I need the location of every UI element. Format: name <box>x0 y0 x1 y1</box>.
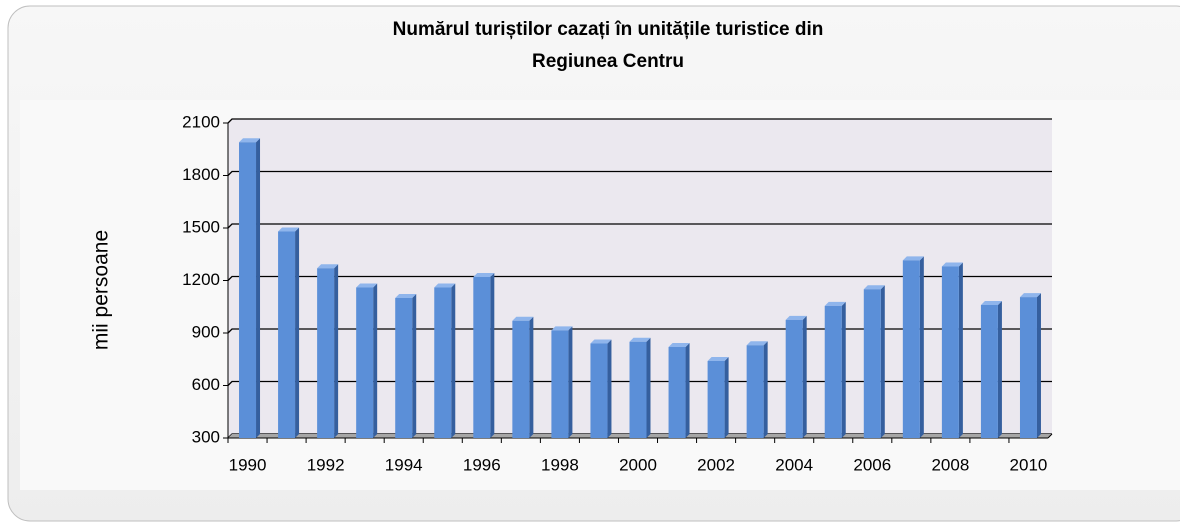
x-tick-label: 2004 <box>775 455 813 474</box>
y-tick-label: 300 <box>192 427 220 446</box>
x-tick-label: 1994 <box>385 455 423 474</box>
x-tick-label: 2006 <box>853 455 891 474</box>
bar-side <box>724 357 729 438</box>
bar-side <box>763 341 768 438</box>
bar <box>1019 297 1037 438</box>
plot-wall <box>228 119 1052 438</box>
bar <box>980 305 998 438</box>
bar-side <box>958 262 963 438</box>
bar-top <box>980 301 1002 305</box>
bar-top <box>395 294 417 298</box>
bar-top <box>824 301 846 306</box>
bar-top <box>551 326 573 331</box>
grid-line <box>227 328 1052 334</box>
bar <box>239 142 257 438</box>
bar <box>707 361 725 438</box>
bar-side <box>802 315 807 438</box>
y-tick-label: 1800 <box>182 165 220 184</box>
bar <box>317 268 335 438</box>
bar-top <box>317 264 339 269</box>
bar-top <box>902 256 924 261</box>
y-tick-label: 2100 <box>182 112 220 131</box>
bar-side <box>646 337 651 438</box>
bar-top <box>356 283 378 288</box>
bar <box>785 319 803 438</box>
bar-top <box>746 341 768 346</box>
bar-side <box>490 273 495 438</box>
bar-side <box>685 343 690 438</box>
grid-line <box>227 118 1052 124</box>
bar-side <box>256 138 261 438</box>
bar <box>941 266 959 438</box>
bar <box>629 341 647 438</box>
bar <box>902 260 920 438</box>
bar-top <box>590 339 612 344</box>
bar-top <box>707 357 729 361</box>
bar-side <box>997 301 1002 438</box>
bar-top <box>785 315 807 320</box>
bar <box>356 287 374 438</box>
grid-line <box>227 223 1052 229</box>
bar-side <box>412 294 417 438</box>
x-tick-label: 2002 <box>697 455 735 474</box>
x-tick-label: 1992 <box>307 455 345 474</box>
x-tick-label: 2008 <box>931 455 969 474</box>
bar-side <box>295 227 300 438</box>
bar-side <box>919 256 924 438</box>
bar <box>512 320 530 438</box>
x-tick-label: 1998 <box>541 455 579 474</box>
bar-top <box>434 283 456 288</box>
bar <box>668 347 686 438</box>
y-tick-label: 900 <box>192 322 220 341</box>
bar-top <box>278 227 300 232</box>
bar <box>473 277 491 438</box>
bar-top <box>629 337 651 342</box>
bar-top <box>941 262 963 267</box>
chart-title: Regiunea Centru <box>532 51 684 72</box>
y-axis-label: mii persoane <box>90 230 113 350</box>
grid-line <box>227 170 1052 176</box>
bar <box>551 330 569 438</box>
bar-side <box>529 316 534 438</box>
bar-side <box>334 264 339 438</box>
bar <box>434 287 452 438</box>
bar-top <box>1019 293 1041 298</box>
grid-line <box>227 380 1052 386</box>
x-axis <box>1047 433 1053 439</box>
grid-line <box>227 275 1052 281</box>
x-tick-label: 2000 <box>619 455 657 474</box>
bar-side <box>451 283 456 438</box>
y-tick-label: 1500 <box>182 217 220 236</box>
bar-side <box>373 283 378 438</box>
bar-side <box>880 285 885 438</box>
bar-top <box>863 285 885 290</box>
x-tick-label: 2010 <box>1010 455 1048 474</box>
bar <box>863 289 881 438</box>
bar-side <box>1036 293 1041 438</box>
bar <box>395 298 413 438</box>
bar-side <box>841 301 846 438</box>
chart-title: Numărul turiștilor cazați în unitățile t… <box>393 19 824 40</box>
bar-side <box>568 326 573 438</box>
bar <box>278 231 296 438</box>
bar-side <box>607 339 612 438</box>
bar-top <box>473 273 495 277</box>
x-tick-label: 1990 <box>229 455 267 474</box>
x-tick-label: 1996 <box>463 455 501 474</box>
bar <box>746 345 764 438</box>
bar <box>824 305 842 438</box>
bar-top <box>668 343 690 347</box>
bar <box>590 343 608 438</box>
bar-top <box>239 138 261 143</box>
bar-top <box>512 316 534 321</box>
y-tick-label: 1200 <box>182 270 220 289</box>
y-tick-label: 600 <box>192 375 220 394</box>
